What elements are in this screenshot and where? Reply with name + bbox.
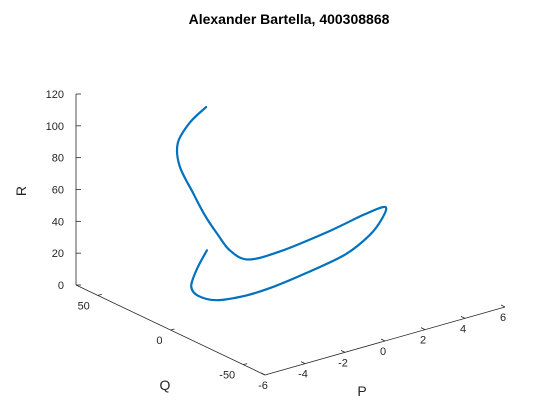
x-tick-label: 4 [460, 323, 466, 335]
z-tick-label: 40 [52, 216, 64, 228]
y-tick-label: -50 [219, 370, 235, 382]
chart-title: Alexander Bartella, 400308868 [189, 11, 390, 27]
y-tick-mark [243, 363, 248, 366]
x-tick-mark [460, 315, 466, 319]
x-axis-line [264, 306, 506, 376]
x-tick-mark [380, 338, 386, 342]
z-tick-label: 100 [46, 121, 64, 133]
z-tick-label: 120 [46, 89, 64, 101]
y-tick-mark [97, 293, 102, 296]
y-axis-line [75, 284, 266, 376]
z-axis-label: R [13, 186, 29, 196]
x-tick-mark [420, 327, 426, 331]
z-tick-label: 20 [52, 248, 64, 260]
y-axis-label: Q [160, 377, 171, 393]
y-tick-mark [170, 328, 175, 331]
x-tick-label: 6 [500, 312, 506, 324]
series-line [175, 106, 388, 302]
x-tick-mark [300, 361, 306, 365]
z-tick-label: 0 [58, 280, 64, 292]
x-tick-mark [500, 304, 506, 308]
x-tick-label: 2 [420, 335, 426, 347]
axes-3d [75, 94, 506, 376]
y-tick-label: 50 [78, 300, 90, 312]
x-tick-label: -4 [298, 369, 308, 381]
x-tick-label: 0 [380, 346, 386, 358]
x-tick-label: -6 [258, 380, 268, 392]
x-tick-mark [260, 372, 266, 376]
plot-area [175, 106, 388, 302]
x-tick-label: -2 [338, 357, 348, 369]
z-tick-label: 80 [52, 153, 64, 165]
x-axis-label: P [357, 383, 366, 399]
z-tick-label: 60 [52, 184, 64, 196]
tick-group: -6 -4 -2 0 2 4 6 -50 0 50 0 20 40 60 80 100 120 [46, 89, 506, 392]
y-tick-label: 0 [156, 335, 162, 347]
x-tick-mark [340, 349, 346, 353]
